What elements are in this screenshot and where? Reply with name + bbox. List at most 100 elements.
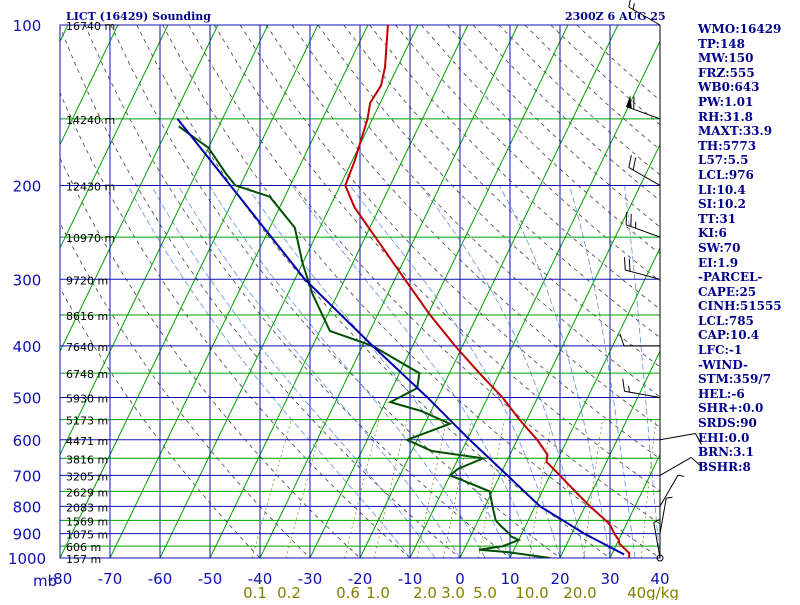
wind-barb-feather — [623, 379, 625, 392]
wind-barb-feather — [629, 155, 632, 167]
pressure-tick-label: 800 — [13, 498, 42, 516]
isotherm-line — [10, 25, 268, 558]
stat-line: WB0:643 — [698, 80, 798, 95]
pressure-unit-label: mb — [33, 572, 57, 590]
height-label: 5930 m — [66, 393, 108, 406]
height-label: 3205 m — [66, 470, 108, 483]
pressure-tick-label: 1000 — [8, 550, 46, 568]
height-label: 2083 m — [66, 501, 108, 514]
mixing-ratio-label: 0.1 — [243, 584, 267, 600]
stat-line: LFC:-1 — [698, 343, 798, 358]
moist-adiabat — [499, 185, 610, 558]
mixing-ratio-label: 0.2 — [277, 584, 301, 600]
height-label: 157 m — [66, 553, 101, 566]
stat-line: EHI:0.0 — [698, 431, 798, 446]
height-label: 4471 m — [66, 435, 108, 448]
isotherm-line — [110, 25, 368, 558]
stat-line: CINH:51555 — [698, 299, 798, 314]
wind-barb-feather — [620, 334, 624, 346]
pressure-tick-label: 700 — [13, 467, 42, 485]
temperature-line — [345, 25, 629, 558]
mixing-ratio-line — [286, 420, 324, 558]
height-label: 1569 m — [66, 515, 108, 528]
stat-line: TP:148 — [698, 37, 798, 52]
mixing-ratio-line — [345, 420, 379, 558]
temperature-tick-label: 30 — [600, 570, 619, 588]
dry-adiabat — [189, 25, 711, 558]
isotherm-line — [210, 25, 468, 558]
wind-barb-staff — [660, 434, 695, 440]
height-label: 7640 m — [66, 341, 108, 354]
stat-line: LI:10.4 — [698, 183, 798, 198]
stat-line: L57:5.5 — [698, 153, 798, 168]
moist-adiabat — [569, 185, 635, 558]
isotherm-line — [160, 25, 418, 558]
mixing-ratio-line — [444, 420, 472, 558]
pressure-tick-label: 900 — [13, 526, 42, 544]
stat-line: SRDS:90 — [698, 416, 798, 431]
pressure-tick-label: 200 — [13, 177, 42, 195]
height-label: 3816 m — [66, 453, 108, 466]
height-label: 9720 m — [66, 274, 108, 287]
time-label: 2300Z 6 AUG 25 — [565, 10, 666, 23]
pressure-tick-label: 300 — [13, 271, 42, 289]
height-label: 1075 m — [66, 529, 108, 542]
sounding-profiles — [178, 25, 630, 558]
pressure-tick-label: 500 — [13, 390, 42, 408]
stat-line: SHR+:0.0 — [698, 401, 798, 416]
wind-barb-staff — [660, 498, 666, 533]
stat-line: MW:150 — [698, 51, 798, 66]
stat-line: STM:359/7 — [698, 372, 798, 387]
mixing-ratio-label: 20.0 — [563, 584, 596, 600]
isotherm-line — [360, 25, 618, 558]
pressure-tick-label: 400 — [13, 338, 42, 356]
dry-adiabat — [214, 25, 760, 558]
wind-barb-feather — [624, 257, 625, 270]
dry-adiabat — [163, 25, 660, 558]
stat-line: WMO:16429 — [698, 22, 798, 37]
stat-line: EI:1.9 — [698, 256, 798, 271]
mixing-ratio-label: 10.0 — [515, 584, 548, 600]
dry-adiabat — [111, 25, 560, 558]
height-label: 10970 m — [66, 232, 115, 245]
mixing-ratio-label: 2.0 — [413, 584, 437, 600]
moist-adiabat — [350, 185, 560, 558]
mixing-ratio-line — [252, 420, 291, 558]
mixing-ratio-label: 1.0 — [366, 584, 390, 600]
height-label: 8616 m — [66, 310, 108, 323]
stat-line: SW:70 — [698, 241, 798, 256]
moist-adiabat — [128, 185, 410, 558]
pressure-tick-label: 100 — [13, 17, 42, 35]
wind-barb-feather — [629, 0, 632, 7]
pressure-tick-label: 600 — [13, 432, 42, 450]
stat-line: RH:31.8 — [698, 110, 798, 125]
stat-line: BRN:3.1 — [698, 445, 798, 460]
stat-line: PW:1.01 — [698, 95, 798, 110]
stat-line: FRZ:555 — [698, 66, 798, 81]
temperature-tick-label: -30 — [298, 570, 323, 588]
stat-line: LCL:976 — [698, 168, 798, 183]
isotherm-line — [310, 25, 568, 558]
wind-barbs — [620, 0, 701, 561]
stat-line: KI:6 — [698, 226, 798, 241]
wind-barb-half-feather — [678, 475, 684, 476]
wind-barb-half-feather — [633, 3, 634, 9]
height-label: 2629 m — [66, 486, 108, 499]
isotherm-line — [260, 25, 518, 558]
stat-line: HEL:-6 — [698, 387, 798, 402]
dry-adiabat — [0, 25, 310, 558]
stat-line: CAPE:25 — [698, 285, 798, 300]
stat-line: LCL:785 — [698, 314, 798, 329]
height-label: 14240 m — [66, 114, 115, 127]
temperature-tick-label: -70 — [98, 570, 123, 588]
isotherm-line — [460, 25, 718, 558]
temperature-tick-label: -60 — [148, 570, 173, 588]
wind-barb-half-feather — [666, 497, 672, 498]
mixing-ratio-line — [417, 420, 447, 558]
wind-barb-half-feather — [629, 386, 630, 392]
wind-barb-feather — [629, 259, 630, 272]
temperature-tick-label: -50 — [198, 570, 223, 588]
